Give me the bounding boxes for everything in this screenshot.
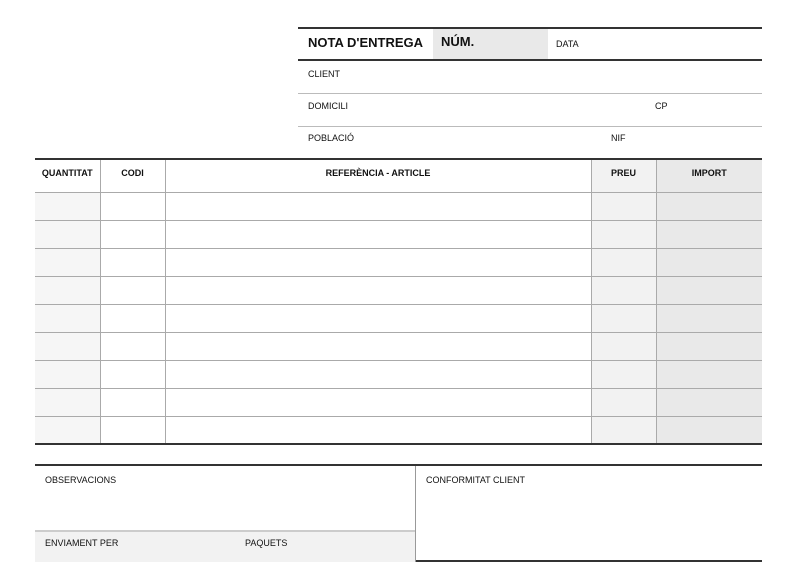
quantity-cell[interactable] (35, 248, 100, 277)
table-row (35, 220, 762, 249)
quantity-cell[interactable] (35, 360, 100, 389)
code-cell[interactable] (99, 220, 165, 249)
amount-cell[interactable] (655, 388, 762, 417)
reference-cell[interactable] (164, 192, 591, 221)
table-row (35, 192, 762, 221)
price-cell[interactable] (590, 304, 656, 333)
quantity-cell[interactable] (35, 388, 100, 417)
reference-cell[interactable] (164, 220, 591, 249)
address-label: DOMICILI (308, 101, 349, 111)
column-header-amount: IMPORT (655, 159, 762, 193)
shipping-field[interactable]: ENVIAMENT PER PAQUETS (35, 532, 415, 562)
code-cell[interactable] (99, 360, 165, 389)
client-approval-field[interactable]: CONFORMITAT CLIENT (415, 466, 762, 562)
column-header-quantity: QUANTITAT (35, 159, 100, 193)
address-field[interactable]: DOMICILI CP (298, 94, 762, 127)
amount-cell[interactable] (655, 220, 762, 249)
amount-cell[interactable] (655, 276, 762, 305)
price-cell[interactable] (590, 360, 656, 389)
reference-cell[interactable] (164, 248, 591, 277)
quantity-cell[interactable] (35, 276, 100, 305)
title-row: NOTA D'ENTREGA NÚM. DATA (298, 29, 762, 61)
table-row (35, 332, 762, 361)
reference-cell[interactable] (164, 416, 591, 444)
number-label: NÚM. (441, 34, 475, 49)
column-header-code: CODI (99, 159, 165, 193)
amount-cell[interactable] (655, 192, 762, 221)
table-row (35, 416, 762, 444)
tax-id-label: NIF (611, 133, 626, 143)
code-cell[interactable] (99, 276, 165, 305)
number-field[interactable]: NÚM. (433, 29, 548, 59)
code-cell[interactable] (99, 332, 165, 361)
reference-cell[interactable] (164, 388, 591, 417)
price-cell[interactable] (590, 220, 656, 249)
amount-cell[interactable] (655, 248, 762, 277)
observations-field[interactable]: OBSERVACIONS (35, 466, 415, 532)
amount-cell[interactable] (655, 360, 762, 389)
client-label: CLIENT (308, 69, 341, 79)
price-cell[interactable] (590, 248, 656, 277)
items-table: QUANTITAT CODI REFERÈNCIA - ARTICLE PREU… (35, 158, 762, 445)
table-row (35, 304, 762, 333)
footer-section: OBSERVACIONS ENVIAMENT PER PAQUETS CONFO… (35, 464, 762, 562)
code-cell[interactable] (99, 416, 165, 444)
town-label: POBLACIÓ (308, 133, 355, 143)
code-cell[interactable] (99, 388, 165, 417)
quantity-cell[interactable] (35, 192, 100, 221)
price-cell[interactable] (590, 416, 656, 444)
client-field[interactable]: CLIENT (298, 61, 762, 94)
price-cell[interactable] (590, 388, 656, 417)
table-row (35, 360, 762, 389)
quantity-cell[interactable] (35, 332, 100, 361)
reference-cell[interactable] (164, 360, 591, 389)
amount-cell[interactable] (655, 332, 762, 361)
price-cell[interactable] (590, 332, 656, 361)
price-cell[interactable] (590, 192, 656, 221)
code-cell[interactable] (99, 304, 165, 333)
quantity-cell[interactable] (35, 304, 100, 333)
town-field[interactable]: POBLACIÓ NIF (298, 127, 762, 160)
table-row (35, 248, 762, 277)
document-title: NOTA D'ENTREGA (308, 35, 424, 50)
column-header-price: PREU (590, 159, 656, 193)
reference-cell[interactable] (164, 276, 591, 305)
quantity-cell[interactable] (35, 416, 100, 444)
table-row (35, 388, 762, 417)
amount-cell[interactable] (655, 416, 762, 444)
client-approval-label: CONFORMITAT CLIENT (426, 475, 525, 485)
reference-cell[interactable] (164, 304, 591, 333)
amount-cell[interactable] (655, 304, 762, 333)
observations-label: OBSERVACIONS (45, 475, 117, 485)
delivery-note-header: NOTA D'ENTREGA NÚM. DATA CLIENT DOMICILI… (298, 27, 762, 158)
code-cell[interactable] (99, 248, 165, 277)
table-row (35, 276, 762, 305)
reference-cell[interactable] (164, 332, 591, 361)
code-cell[interactable] (99, 192, 165, 221)
column-header-reference: REFERÈNCIA - ARTICLE (164, 159, 591, 193)
date-label: DATA (556, 39, 579, 49)
shipping-label: ENVIAMENT PER (45, 538, 119, 548)
table-header-row: QUANTITAT CODI REFERÈNCIA - ARTICLE PREU… (35, 159, 762, 193)
price-cell[interactable] (590, 276, 656, 305)
quantity-cell[interactable] (35, 220, 100, 249)
postcode-label: CP (655, 101, 668, 111)
packages-label: PAQUETS (245, 538, 288, 548)
